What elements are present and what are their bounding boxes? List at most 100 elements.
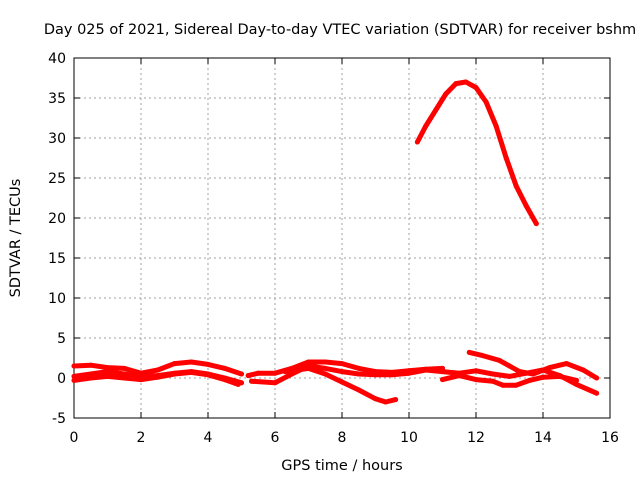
data-point bbox=[239, 371, 244, 377]
data-point bbox=[389, 372, 395, 378]
x-tick-label: 10 bbox=[400, 430, 418, 446]
data-point bbox=[503, 155, 509, 161]
data-point bbox=[339, 361, 345, 367]
data-point bbox=[172, 361, 177, 367]
series-group bbox=[71, 79, 600, 405]
data-point bbox=[222, 377, 228, 383]
data-point bbox=[414, 139, 420, 145]
data-point bbox=[440, 377, 445, 383]
series-line-9 bbox=[414, 79, 539, 227]
data-point bbox=[339, 369, 345, 375]
data-point bbox=[138, 377, 144, 383]
data-point bbox=[473, 368, 479, 374]
data-point bbox=[245, 373, 251, 379]
data-point bbox=[493, 123, 499, 129]
data-point bbox=[356, 387, 362, 393]
data-point bbox=[466, 349, 472, 355]
data-point bbox=[188, 359, 194, 365]
data-point bbox=[507, 373, 512, 379]
y-tick-label: 40 bbox=[48, 51, 66, 67]
data-point bbox=[322, 371, 328, 377]
data-point bbox=[500, 382, 506, 388]
data-point bbox=[235, 381, 241, 387]
x-axis-label: GPS time / hours bbox=[281, 458, 402, 474]
data-point bbox=[463, 79, 469, 85]
data-point bbox=[105, 365, 110, 371]
data-point bbox=[547, 365, 553, 371]
y-tick-label: 20 bbox=[48, 211, 66, 227]
data-point bbox=[155, 374, 161, 380]
data-point bbox=[205, 361, 211, 367]
series-line-8 bbox=[440, 373, 579, 388]
y-tick-label: 35 bbox=[48, 91, 66, 107]
data-point bbox=[105, 369, 110, 375]
data-point bbox=[306, 365, 311, 371]
data-point bbox=[483, 99, 489, 105]
data-point bbox=[456, 373, 462, 379]
data-point bbox=[594, 390, 600, 396]
data-point bbox=[443, 91, 449, 97]
x-tick-label: 16 bbox=[601, 430, 619, 446]
data-point bbox=[530, 371, 536, 377]
y-axis-label: SDTVAR / TECUs bbox=[8, 179, 24, 298]
grid bbox=[74, 58, 610, 418]
data-point bbox=[322, 359, 328, 365]
data-point bbox=[205, 372, 211, 378]
data-point bbox=[373, 396, 378, 402]
data-point bbox=[222, 365, 228, 371]
data-point bbox=[188, 369, 194, 375]
x-tick-label: 14 bbox=[534, 430, 552, 446]
data-point bbox=[356, 365, 362, 371]
data-point bbox=[594, 375, 600, 381]
y-tick-label: 30 bbox=[48, 131, 66, 147]
data-point bbox=[88, 371, 94, 377]
x-tick-label: 0 bbox=[70, 430, 79, 446]
x-tick-label: 4 bbox=[204, 430, 213, 446]
x-tick-label: 12 bbox=[467, 430, 485, 446]
data-point bbox=[155, 367, 161, 373]
chart-title: Day 025 of 2021, Sidereal Day-to-day VTE… bbox=[44, 22, 636, 38]
data-point bbox=[517, 369, 522, 375]
data-point bbox=[255, 370, 261, 376]
data-point bbox=[282, 369, 288, 375]
data-point bbox=[513, 382, 519, 388]
data-point bbox=[564, 361, 569, 367]
series-line-7 bbox=[466, 349, 600, 381]
y-tick-label: -5 bbox=[52, 411, 66, 427]
x-tick-label: 8 bbox=[338, 430, 347, 446]
data-point bbox=[121, 371, 127, 377]
data-point bbox=[88, 375, 94, 381]
data-point bbox=[496, 357, 502, 363]
data-point bbox=[339, 379, 345, 385]
data-point bbox=[453, 81, 459, 87]
data-point bbox=[249, 378, 254, 384]
data-point bbox=[580, 367, 586, 373]
y-tick-label: 5 bbox=[57, 331, 66, 347]
data-point bbox=[423, 367, 429, 373]
data-point bbox=[523, 203, 529, 209]
data-point bbox=[383, 399, 389, 405]
data-point bbox=[373, 372, 378, 378]
data-point bbox=[433, 107, 439, 113]
data-point bbox=[71, 363, 77, 369]
data-point bbox=[533, 221, 539, 227]
data-point bbox=[121, 375, 127, 381]
data-point bbox=[540, 374, 546, 380]
data-point bbox=[423, 123, 429, 129]
data-point bbox=[356, 371, 362, 377]
data-point bbox=[172, 371, 177, 377]
data-point bbox=[105, 373, 110, 379]
data-point bbox=[574, 381, 579, 387]
data-point bbox=[88, 362, 94, 368]
y-tick-label: 10 bbox=[48, 291, 66, 307]
data-point bbox=[557, 373, 563, 379]
data-point bbox=[272, 380, 278, 386]
y-tick-label: 15 bbox=[48, 251, 66, 267]
data-point bbox=[71, 377, 77, 383]
y-tick-label: 25 bbox=[48, 171, 66, 187]
data-point bbox=[527, 377, 533, 383]
data-point bbox=[440, 369, 445, 375]
data-point bbox=[490, 371, 496, 377]
data-point bbox=[507, 363, 512, 369]
